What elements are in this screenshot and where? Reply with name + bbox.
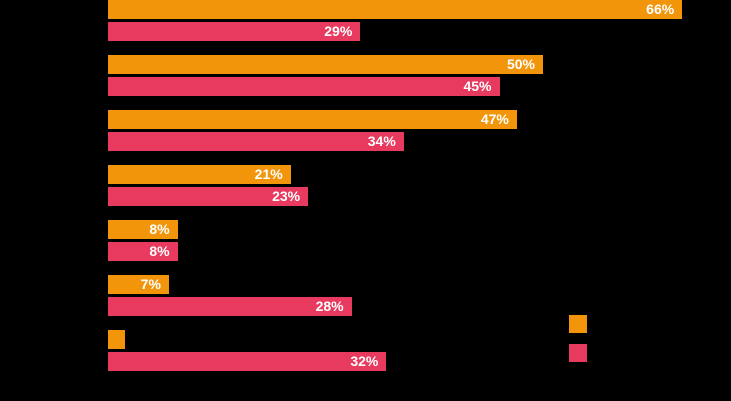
bar-pink-3: 23% <box>108 187 309 206</box>
bar-orange-5: 7% <box>108 275 169 294</box>
bar-value-label: 66% <box>646 1 675 17</box>
bar-value-label: 21% <box>254 166 283 182</box>
bar-value-label: 23% <box>272 188 301 204</box>
bar-value-label: 50% <box>506 56 535 72</box>
bar-pink-1: 45% <box>108 77 500 96</box>
bar-value-label: 34% <box>367 133 396 149</box>
bar-value-label: 45% <box>463 78 492 94</box>
bar-orange-2: 47% <box>108 110 517 129</box>
bar-orange-0: 66% <box>108 0 683 19</box>
bar-orange-1: 50% <box>108 55 543 74</box>
plot-area: 66% 50% 47% 21% 8% 7% 29% 45% 34% 23% 8% 28% 32% <box>108 0 717 385</box>
bar-orange-3: 21% <box>108 165 291 184</box>
bar-value-label: 8% <box>149 243 170 259</box>
bar-pink-0: 29% <box>108 22 361 41</box>
bar-value-label: 32% <box>350 353 379 369</box>
bar-value-label: 29% <box>324 23 353 39</box>
bar-value-label: 47% <box>480 111 509 127</box>
bar-pink-5: 28% <box>108 297 352 316</box>
legend-swatch-orange <box>569 315 587 333</box>
bar-orange-4: 8% <box>108 220 178 239</box>
legend <box>569 315 729 375</box>
bar-pink-6: 32% <box>108 352 387 371</box>
bar-value-label: 28% <box>315 298 344 314</box>
bar-value-label: 7% <box>140 276 161 292</box>
bar-pink-2: 34% <box>108 132 404 151</box>
bar-value-label: 8% <box>149 221 170 237</box>
bar-orange-6 <box>108 330 126 349</box>
bar-pink-4: 8% <box>108 242 178 261</box>
legend-swatch-pink <box>569 344 587 362</box>
